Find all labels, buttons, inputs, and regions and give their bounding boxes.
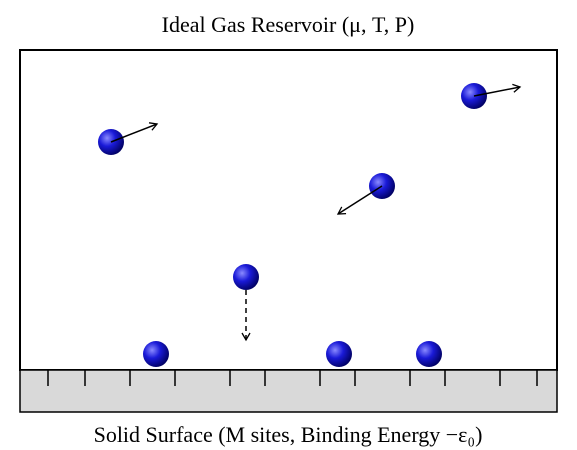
velocity-arrows xyxy=(110,83,522,342)
surface xyxy=(19,369,558,413)
title: Ideal Gas Reservoir (μ, T, P) xyxy=(162,12,415,37)
caption: Solid Surface (M sites, Binding Energy −… xyxy=(94,422,483,447)
surface-sites xyxy=(47,370,538,386)
particles xyxy=(98,83,487,367)
